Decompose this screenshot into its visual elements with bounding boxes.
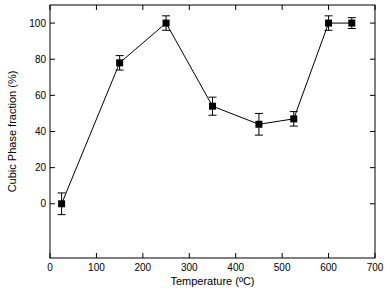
- x-tick-top: [235, 5, 236, 10]
- y-tick-right: [370, 131, 375, 132]
- y-tick: [50, 131, 55, 132]
- chart-svg: 0 100 200 300 400 500 600 700 0 20 40 60 80 100 Temper…: [0, 0, 390, 290]
- error-bar: [209, 97, 217, 115]
- error-bar: [325, 16, 333, 30]
- error-bar: [58, 193, 66, 215]
- error-bar: [348, 18, 356, 29]
- x-tick: [282, 253, 283, 258]
- x-tick-label: 200: [135, 262, 152, 273]
- x-tick-label: 500: [274, 262, 291, 273]
- x-tick-top: [50, 5, 51, 10]
- y-tick-right: [370, 203, 375, 204]
- y-tick: [50, 95, 55, 96]
- error-bar: [162, 16, 170, 30]
- y-axis-label: Cubic Phase fraction (%): [6, 71, 18, 193]
- y-tick: [50, 59, 55, 60]
- y-tick-label: 40: [35, 126, 47, 137]
- y-tick-label: 0: [40, 198, 46, 209]
- x-tick: [328, 253, 329, 258]
- data-point: [255, 121, 262, 128]
- x-tick: [142, 253, 143, 258]
- x-tick-top: [189, 5, 190, 10]
- data-point: [325, 20, 332, 27]
- y-tick: [50, 203, 55, 204]
- y-tick-right: [370, 95, 375, 96]
- y-tick-right: [370, 59, 375, 60]
- y-tick-right: [370, 23, 375, 24]
- data-point: [348, 20, 355, 27]
- data-point: [290, 115, 297, 122]
- data-group: [58, 16, 356, 215]
- y-tick-right: [370, 167, 375, 168]
- data-line: [62, 23, 352, 204]
- x-tick: [189, 253, 190, 258]
- x-tick: [96, 253, 97, 258]
- x-tick-label: 300: [181, 262, 198, 273]
- data-point: [116, 59, 123, 66]
- chart-container: 0 100 200 300 400 500 600 700 0 20 40 60 80 100 Temper…: [0, 0, 390, 290]
- x-tick-top: [375, 5, 376, 10]
- x-tick-top: [328, 5, 329, 10]
- y-tick-label: 80: [35, 54, 47, 65]
- data-point: [163, 20, 170, 27]
- x-tick-label: 600: [320, 262, 337, 273]
- plot-frame: [50, 5, 375, 258]
- x-tick-label: 100: [88, 262, 105, 273]
- x-tick: [235, 253, 236, 258]
- y-tick: [50, 167, 55, 168]
- data-point: [209, 103, 216, 110]
- x-tick-top: [142, 5, 143, 10]
- error-bar: [255, 113, 263, 135]
- x-tick: [50, 253, 51, 258]
- x-tick-top: [96, 5, 97, 10]
- error-bar: [290, 112, 298, 126]
- x-tick: [375, 253, 376, 258]
- x-axis-label: Temperature (ºC): [170, 275, 254, 287]
- y-tick-label: 20: [35, 162, 47, 173]
- error-bar: [116, 56, 124, 70]
- x-tick-label: 700: [367, 262, 384, 273]
- y-tick-label: 60: [35, 90, 47, 101]
- y-tick: [50, 23, 55, 24]
- x-tick-label: 400: [227, 262, 244, 273]
- y-tick-label: 100: [29, 18, 46, 29]
- x-tick-label: 0: [47, 262, 53, 273]
- x-tick-top: [282, 5, 283, 10]
- data-point: [58, 200, 65, 207]
